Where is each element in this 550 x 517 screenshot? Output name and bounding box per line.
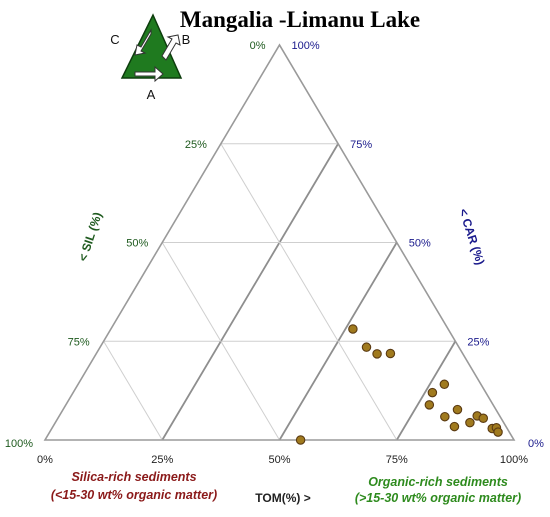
tom-tick-4: 100%: [500, 454, 528, 466]
data-point-2: [361, 342, 372, 352]
data-point-5: [424, 400, 435, 410]
tom-tick-3: 75%: [386, 454, 408, 466]
legend-letter-c: C: [110, 32, 119, 47]
organic-note-line2: (>15-30 wt% organic matter): [355, 491, 521, 505]
data-point-8: [440, 411, 450, 422]
legend-arrow-a: [134, 65, 164, 83]
annotations: Silica-rich sediments (<15-30 wt% organic…: [51, 470, 521, 505]
sil-axis-label: < SIL (%): [76, 210, 105, 263]
data-point-13: [478, 413, 489, 424]
car-axis-label: < CAR (%): [456, 207, 487, 267]
data-point-9: [452, 404, 463, 415]
chart-title: Mangalia -Limanu Lake: [180, 7, 420, 32]
sil-tick-4: 100%: [5, 438, 33, 450]
tom-tick-2: 50%: [268, 454, 290, 466]
tick-labels: 0% 25% 50% 75% 100%0%25%50%75%100%100%75%50%…: [5, 40, 544, 466]
data-point-10: [449, 421, 460, 432]
silica-note-line1: Silica-rich sediments: [71, 470, 196, 484]
car-tick-0: 100%: [292, 40, 320, 52]
grid-line-tom-75: [395, 340, 457, 441]
silica-note-line2: (<15-30 wt% organic matter): [51, 488, 217, 502]
car-tick-4: 0%: [528, 438, 544, 450]
triangle-frame: [43, 43, 516, 441]
legend-arrow-b: [161, 34, 181, 61]
legend-letter-a: A: [147, 87, 156, 102]
grid-line-sil-75: [220, 143, 398, 441]
grid-line-sil-25: [103, 340, 163, 441]
organic-note-line1: Organic-rich sediments: [368, 475, 508, 489]
legend-letter-b: B: [182, 32, 191, 47]
abc-triangle-legend-icon: A B C: [110, 13, 191, 102]
sil-tick-0: 0%: [250, 40, 266, 52]
triangle-outline: [43, 43, 516, 441]
data-point-0: [295, 435, 306, 445]
tom-tick-1: 25%: [151, 454, 173, 466]
data-point-7: [439, 379, 450, 390]
data-point-4: [385, 348, 396, 359]
data-point-3: [372, 349, 382, 359]
data-point-11: [465, 417, 475, 428]
data-point-6: [427, 387, 438, 398]
sil-tick-3: 75%: [68, 336, 90, 348]
sil-tick-1: 25%: [185, 139, 207, 151]
tom-axis-label: TOM(%) >: [255, 491, 310, 505]
car-tick-2: 50%: [409, 238, 431, 250]
data-point-16: [493, 427, 503, 437]
data-point-1: [348, 324, 358, 334]
car-tick-1: 75%: [350, 139, 372, 151]
sil-tick-2: 50%: [126, 238, 148, 250]
legend-arrow-c: [134, 28, 152, 56]
grid-layer: [103, 143, 457, 441]
car-tick-3: 25%: [467, 336, 489, 348]
data-points: [295, 324, 503, 445]
grid-line-sil-50: [161, 242, 280, 441]
tom-tick-0: 0%: [37, 454, 53, 466]
grid-line-tom-25: [161, 143, 339, 441]
